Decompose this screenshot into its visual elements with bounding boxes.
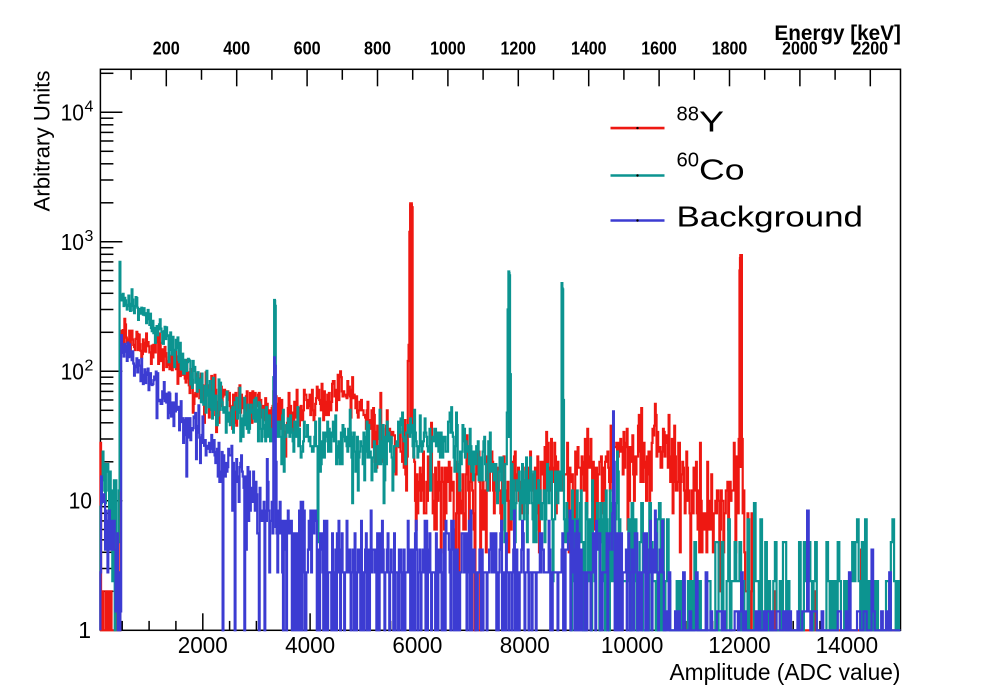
svg-text:1800: 1800 — [712, 38, 748, 59]
svg-text:800: 800 — [364, 38, 391, 59]
svg-text:Co: Co — [699, 155, 745, 187]
svg-text:10: 10 — [61, 358, 84, 384]
svg-text:200: 200 — [153, 38, 180, 59]
svg-text:60: 60 — [677, 150, 700, 172]
svg-text:2000: 2000 — [782, 38, 818, 59]
svg-text:Energy [keV]: Energy [keV] — [774, 22, 901, 45]
svg-text:10: 10 — [69, 488, 92, 514]
svg-text:12000: 12000 — [708, 632, 771, 658]
svg-text:Amplitude (ADC value): Amplitude (ADC value) — [670, 659, 901, 685]
svg-text:1600: 1600 — [641, 38, 677, 59]
svg-text:10: 10 — [61, 99, 84, 125]
svg-text:1200: 1200 — [501, 38, 537, 59]
svg-text:Background: Background — [677, 202, 864, 234]
svg-text:600: 600 — [294, 38, 321, 59]
svg-text:2000: 2000 — [178, 632, 228, 658]
svg-text:2200: 2200 — [853, 38, 889, 59]
svg-text:10000: 10000 — [601, 632, 664, 658]
svg-text:1000: 1000 — [430, 38, 466, 59]
svg-text:2: 2 — [85, 358, 94, 375]
svg-text:1400: 1400 — [571, 38, 607, 59]
svg-text:14000: 14000 — [816, 632, 879, 658]
svg-text:3: 3 — [85, 228, 94, 245]
svg-text:8000: 8000 — [500, 632, 550, 658]
svg-text:10: 10 — [61, 229, 84, 255]
svg-text:4: 4 — [85, 99, 94, 116]
svg-text:4000: 4000 — [285, 632, 335, 658]
svg-text:1: 1 — [78, 617, 91, 643]
svg-text:Arbitrary Units: Arbitrary Units — [30, 71, 55, 212]
svg-text:Y: Y — [699, 107, 724, 139]
svg-text:400: 400 — [223, 38, 250, 59]
svg-text:6000: 6000 — [392, 632, 442, 658]
svg-text:88: 88 — [677, 103, 700, 125]
